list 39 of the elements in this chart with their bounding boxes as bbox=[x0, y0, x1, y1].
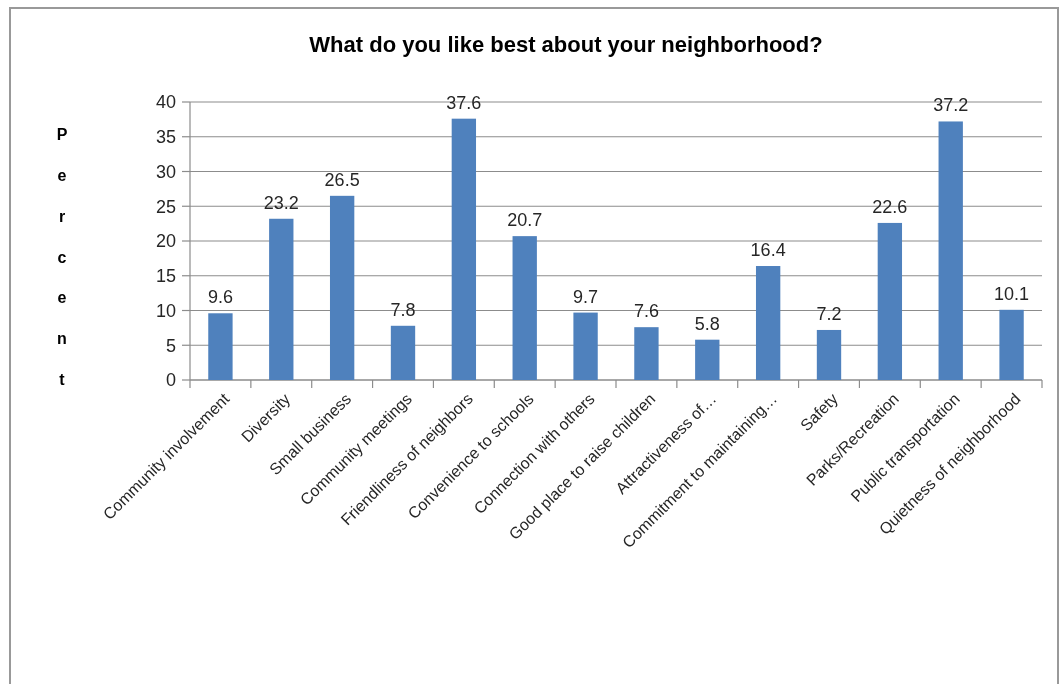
bar bbox=[329, 195, 355, 380]
y-tick-label: 15 bbox=[155, 266, 176, 287]
bar bbox=[938, 121, 963, 380]
data-label: 16.4 bbox=[750, 240, 786, 261]
y-tick-label: 25 bbox=[155, 196, 176, 217]
y-tick-label: 5 bbox=[165, 335, 176, 356]
bar bbox=[573, 312, 598, 380]
bar bbox=[451, 118, 477, 380]
chart-title: What do you like best about your neighborhood? bbox=[309, 32, 823, 57]
data-label: 5.8 bbox=[694, 313, 720, 334]
data-label: 20.7 bbox=[507, 210, 543, 231]
bar bbox=[695, 339, 720, 380]
data-label: 7.6 bbox=[633, 301, 659, 322]
data-label: 37.2 bbox=[933, 95, 969, 116]
y-tick-label: 35 bbox=[155, 127, 176, 148]
bar bbox=[208, 313, 233, 380]
bar bbox=[816, 329, 842, 380]
y-tick-label: 30 bbox=[155, 161, 176, 182]
bar bbox=[634, 327, 659, 380]
y-tick-label: 0 bbox=[165, 370, 176, 391]
data-label: 9.6 bbox=[207, 287, 233, 308]
data-label: 37.6 bbox=[446, 92, 482, 113]
y-tick-label: 40 bbox=[155, 92, 176, 113]
data-label: 10.1 bbox=[994, 283, 1030, 304]
bar bbox=[755, 266, 781, 380]
data-label: 9.7 bbox=[573, 286, 599, 307]
data-label: 26.5 bbox=[324, 169, 360, 190]
data-label: 23.2 bbox=[263, 192, 299, 213]
data-label: 22.6 bbox=[872, 196, 908, 217]
y-tick-label: 10 bbox=[155, 300, 176, 321]
data-label: 7.8 bbox=[390, 299, 416, 320]
data-label: 7.2 bbox=[816, 303, 842, 324]
y-tick-label: 20 bbox=[155, 231, 176, 252]
bar bbox=[269, 218, 294, 380]
bar bbox=[512, 236, 537, 380]
bar bbox=[999, 309, 1024, 380]
text: Percent bbox=[56, 126, 68, 388]
bar bbox=[390, 325, 416, 380]
bar bbox=[877, 222, 903, 380]
